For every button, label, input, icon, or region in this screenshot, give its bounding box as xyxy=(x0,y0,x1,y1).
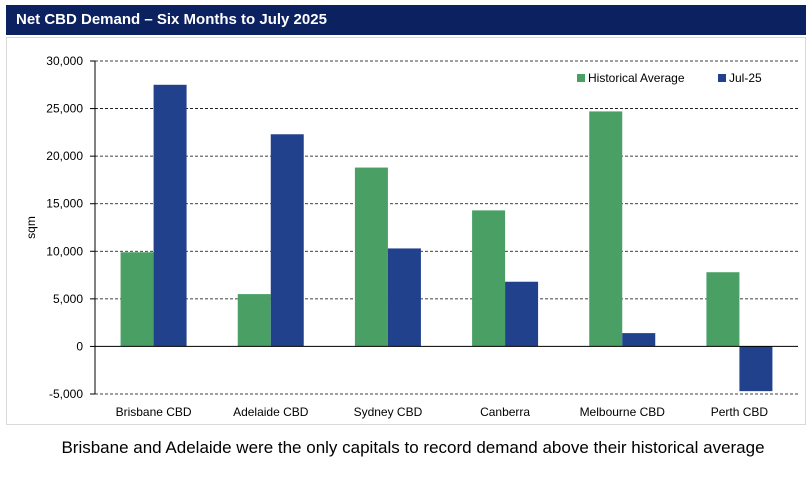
y-axis-label: sqm xyxy=(24,216,38,239)
y-tick-label: 15,000 xyxy=(46,197,83,211)
chart-frame xyxy=(6,37,806,425)
bar-historical-average xyxy=(237,294,271,347)
y-tick-label: 20,000 xyxy=(46,149,83,163)
bar-jul-25 xyxy=(739,346,773,392)
legend-swatch xyxy=(577,74,585,82)
x-tick-label: Perth CBD xyxy=(711,405,769,419)
bar-jul-25 xyxy=(270,134,304,347)
x-tick-label: Melbourne CBD xyxy=(580,405,666,419)
bar-jul-25 xyxy=(153,84,187,347)
bar-jul-25 xyxy=(505,281,539,347)
bar-jul-25 xyxy=(622,333,656,347)
chart-caption: Brisbane and Adelaide were the only capi… xyxy=(61,438,765,457)
bar-historical-average xyxy=(120,252,154,347)
bar-chart: -5,000 0 5,000 10,000 15,000 20,000 25,000 30,0… xyxy=(24,54,798,419)
y-tick-label: 10,000 xyxy=(46,244,83,258)
legend-label: Jul-25 xyxy=(729,71,762,85)
x-tick-label: Sydney CBD xyxy=(354,405,423,419)
chart-header-bar: Net CBD Demand – Six Months to July 2025 xyxy=(6,5,806,35)
bar-historical-average xyxy=(706,272,740,347)
legend-label: Historical Average xyxy=(588,71,685,85)
y-tick-label: 5,000 xyxy=(53,292,83,306)
y-tick-label: -5,000 xyxy=(49,387,83,401)
x-tick-label: Brisbane CBD xyxy=(116,405,192,419)
legend-swatch xyxy=(718,74,726,82)
chart-title: Net CBD Demand – Six Months to July 2025 xyxy=(16,11,327,28)
bar-historical-average xyxy=(354,167,388,347)
y-tick-label: 25,000 xyxy=(46,102,83,116)
x-tick-label: Adelaide CBD xyxy=(233,405,309,419)
bar-historical-average xyxy=(589,111,623,347)
y-tick-label: 30,000 xyxy=(46,54,83,68)
x-tick-label: Canberra xyxy=(480,405,530,419)
bar-historical-average xyxy=(472,210,506,347)
y-tick-label: 0 xyxy=(76,339,83,353)
bar-jul-25 xyxy=(387,248,421,347)
